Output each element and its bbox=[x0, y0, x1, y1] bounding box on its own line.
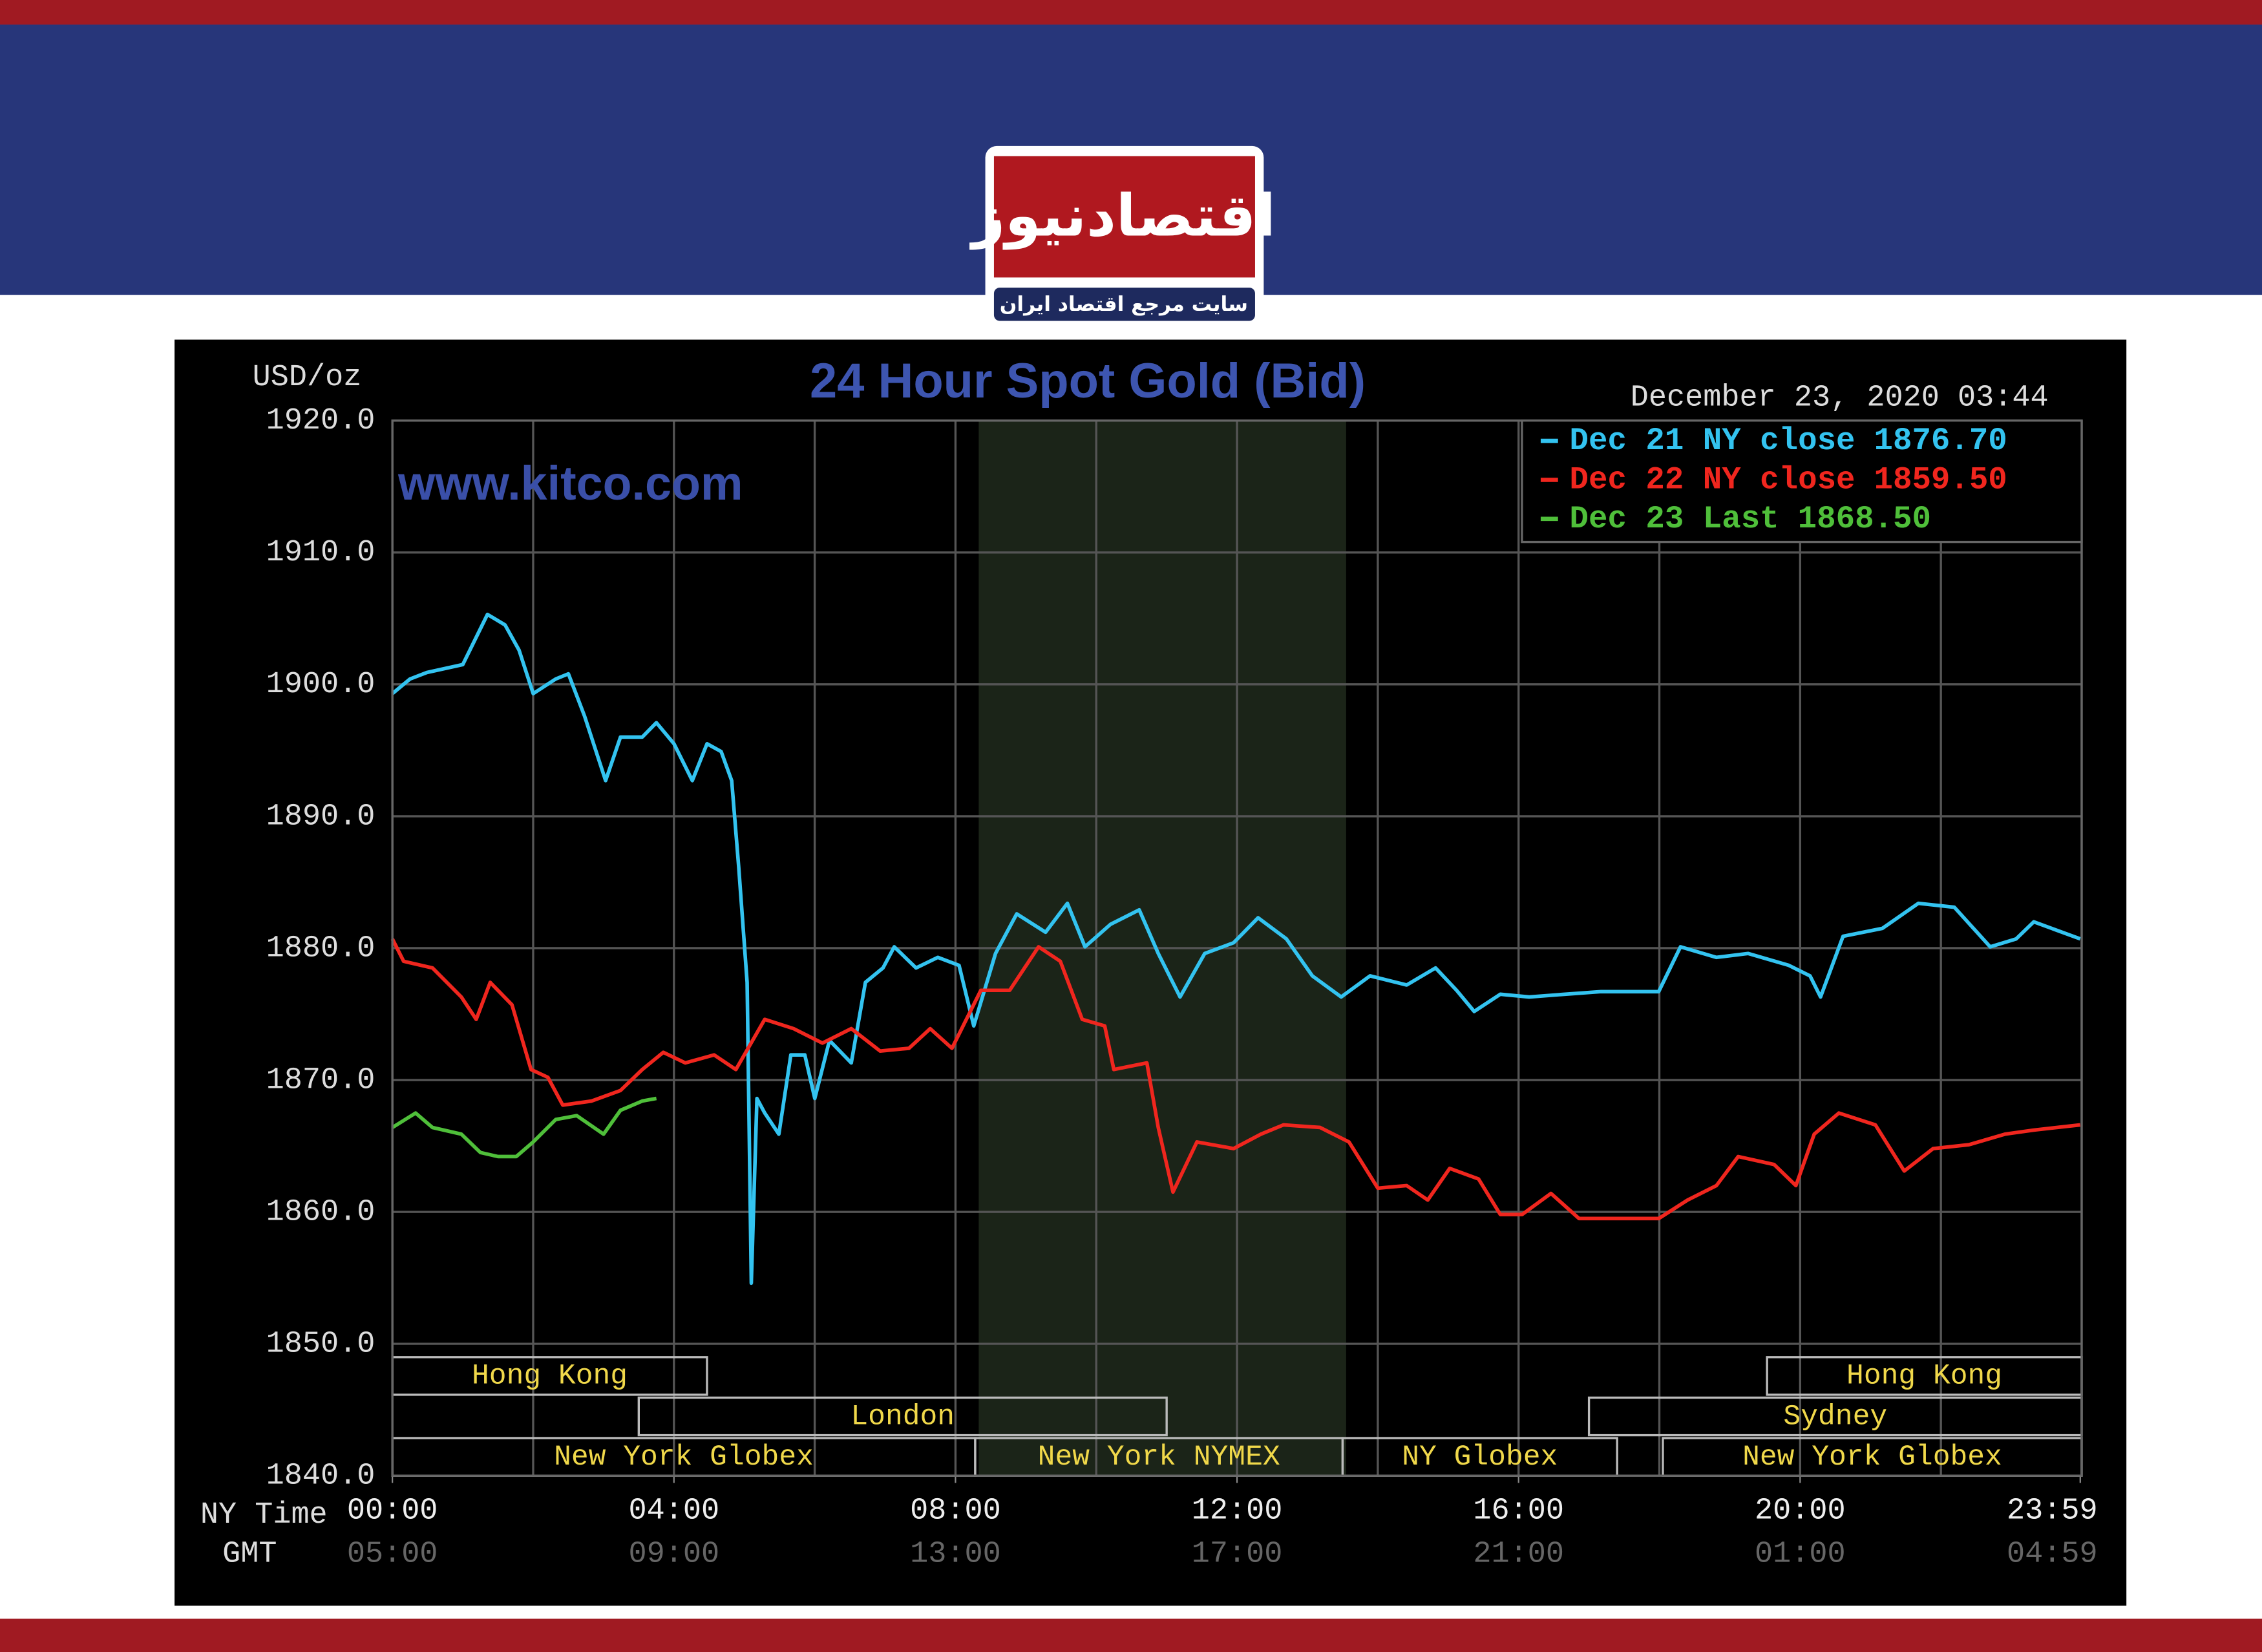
watermark: www.kitco.com bbox=[397, 456, 743, 510]
logo: اقتصادنیوز bbox=[969, 182, 1276, 249]
y-tick-label: 1920.0 bbox=[266, 404, 375, 438]
price-line bbox=[391, 612, 2081, 1286]
chart-title: 24 Hour Spot Gold (Bid) bbox=[810, 354, 1366, 408]
session-label: New York Globex bbox=[1742, 1441, 2002, 1474]
legend-name: Dec 21 NY close bbox=[1570, 423, 1855, 459]
legend-entry: Dec 21 NY close 1876.70 bbox=[1570, 423, 2007, 459]
y-tick-label: 1910.0 bbox=[266, 536, 375, 570]
legend-value: 1859.50 bbox=[1874, 461, 2007, 498]
top-stripe bbox=[0, 0, 2262, 25]
x2-tick-label: 05:00 bbox=[347, 1537, 438, 1571]
y-tick-label: 1880.0 bbox=[266, 931, 375, 966]
session-bar bbox=[637, 1396, 1168, 1437]
bottom-stripe bbox=[0, 1618, 2262, 1652]
x-tick-label: 16:00 bbox=[1473, 1494, 1564, 1528]
session-label: NY Globex bbox=[1402, 1441, 1558, 1474]
y-tick-label: 1870.0 bbox=[266, 1063, 375, 1097]
x2-axis-label: GMT bbox=[222, 1537, 277, 1571]
x-tick-label: 12:00 bbox=[1192, 1494, 1283, 1528]
tagline: سایت مرجع اقتصاد ایران bbox=[1000, 293, 1248, 316]
legend-value: 1868.50 bbox=[1798, 501, 1931, 537]
x-tick-label: 23:59 bbox=[2007, 1494, 2098, 1528]
session-label: New York Globex bbox=[554, 1441, 814, 1474]
x-tick-label: 04:00 bbox=[628, 1494, 719, 1528]
legend-entry: Dec 23 Last 1868.50 bbox=[1570, 501, 1931, 537]
price-line bbox=[391, 1096, 657, 1159]
timestamp: December 23, 2020 03:44 bbox=[1631, 381, 2049, 415]
x2-tick-label: 17:00 bbox=[1192, 1537, 1283, 1571]
legend-box bbox=[1521, 419, 2083, 544]
y-tick-label: 1860.0 bbox=[266, 1195, 375, 1229]
x-tick-label: 20:00 bbox=[1755, 1494, 1846, 1528]
x-tick-label: 00:00 bbox=[347, 1494, 438, 1528]
x-tick-label: 08:00 bbox=[910, 1494, 1001, 1528]
legend-name: Dec 22 NY close bbox=[1570, 461, 1855, 498]
x2-tick-label: 09:00 bbox=[628, 1537, 719, 1571]
session-label: Hong Kong bbox=[1846, 1361, 2002, 1393]
plot-border bbox=[391, 419, 2083, 1477]
x2-tick-label: 13:00 bbox=[910, 1537, 1001, 1571]
y-tick-label: 1890.0 bbox=[266, 800, 375, 834]
logo-box bbox=[993, 156, 1255, 278]
y-tick-label: 1840.0 bbox=[266, 1459, 375, 1494]
x2-tick-label: 04:59 bbox=[2007, 1537, 2098, 1571]
session-label: New York NYMEX bbox=[1038, 1441, 1280, 1474]
legend-name: Dec 23 Last bbox=[1570, 501, 1779, 537]
session-label: Sydney bbox=[1783, 1401, 1887, 1433]
session-label: Hong Kong bbox=[472, 1361, 628, 1393]
legend-value: 1876.70 bbox=[1874, 423, 2007, 459]
y-axis-label: USD/oz bbox=[253, 361, 362, 395]
y-tick-label: 1900.0 bbox=[266, 668, 375, 702]
chart: 1920.0 1910.0 1900.0 1890.0 1880.0 1870.0 1860… bbox=[266, 404, 2098, 1571]
tagline-box bbox=[993, 288, 1255, 321]
session-label: London bbox=[851, 1401, 955, 1433]
x2-tick-label: 01:00 bbox=[1755, 1537, 1846, 1571]
legend-entry: Dec 22 NY close 1859.50 bbox=[1570, 461, 2007, 498]
x2-tick-label: 21:00 bbox=[1473, 1537, 1564, 1571]
price-line bbox=[390, 938, 2081, 1221]
x-axis-label: NY Time bbox=[200, 1498, 328, 1532]
y-tick-label: 1850.0 bbox=[266, 1327, 375, 1361]
